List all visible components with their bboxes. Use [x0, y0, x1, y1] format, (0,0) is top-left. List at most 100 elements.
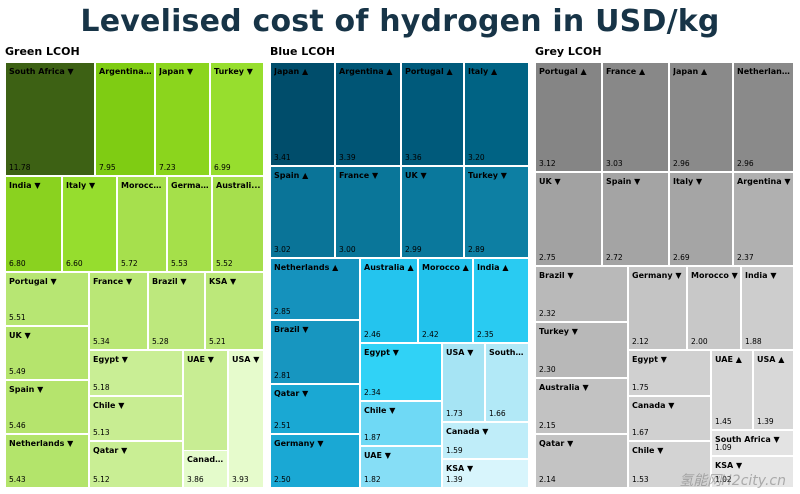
tile-label: KSA ▼ [209, 277, 237, 286]
tile-value: 5.34 [93, 337, 110, 346]
treemap-tile[interactable]: Chile ▼ 5.13 [89, 396, 183, 441]
treemap-tile[interactable]: UK ▼ 2.75 [535, 172, 602, 266]
treemap-blue: Japan ▲ 3.41 Argentina ▲ 3.39 Portugal ▲ 3.36… [270, 62, 529, 488]
tile-label: USA ▼ [232, 355, 260, 364]
tile-label: Argentina ▼ [737, 177, 791, 186]
treemap-tile[interactable]: Italy ▼ 2.69 [669, 172, 733, 266]
treemap-tile[interactable]: Italy ▼ 6.60 [62, 176, 117, 272]
treemap-tile[interactable]: Spain ▼ 2.72 [602, 172, 669, 266]
treemap-tile[interactable]: KSA ▼ 5.21 [205, 272, 264, 350]
treemap-tile[interactable]: Portugal ▲ 3.12 [535, 62, 602, 172]
treemap-tile[interactable]: Turkey ▼ 6.99 [210, 62, 264, 176]
treemap-tile[interactable]: South ... 1.66 [485, 343, 529, 422]
tile-label: Italy ▼ [673, 177, 703, 186]
tile-label: Turkey ▼ [214, 67, 253, 76]
treemap-tile[interactable]: Spain ▼ 5.46 [5, 380, 89, 434]
treemap-tile[interactable]: France ▲ 3.03 [602, 62, 669, 172]
tile-label: Canada ▼ [446, 427, 489, 436]
tile-value: 3.12 [539, 159, 556, 168]
tile-label: Turkey ▼ [539, 327, 578, 336]
treemap-tile[interactable]: Australia ▲ 2.46 [360, 258, 418, 343]
treemap-tile[interactable]: Italy ▲ 3.20 [464, 62, 529, 166]
tile-value: 5.12 [93, 475, 110, 484]
tile-value: 2.14 [539, 475, 556, 484]
treemap-tile[interactable]: Chile ▼ 1.53 [628, 441, 711, 488]
treemap-tile[interactable]: France ▼ 5.34 [89, 272, 148, 350]
treemap-tile[interactable]: German... 5.53 [167, 176, 212, 272]
treemap-tile[interactable]: Chile ▼ 1.87 [360, 401, 442, 446]
treemap-tile[interactable]: Qatar ▼ 2.14 [535, 434, 628, 488]
treemap-tile[interactable]: Portugal ▼ 5.51 [5, 272, 89, 326]
treemap-tile[interactable]: Brazil ▼ 2.81 [270, 320, 360, 384]
treemap-tile[interactable]: Canada ▼ 1.67 [628, 396, 711, 441]
treemap-tile[interactable]: USA ▲ 1.39 [753, 350, 794, 430]
treemap-tile[interactable]: KSA ▼ 1.39 [442, 459, 529, 488]
treemap-tile[interactable]: Canada ▼ 3.86 [183, 450, 228, 488]
treemap-tile[interactable]: Japan ▲ 2.96 [669, 62, 733, 172]
treemap-tile[interactable]: Argentina ▼ 2.37 [733, 172, 794, 266]
treemap-tile[interactable]: Germany ▼ 2.12 [628, 266, 687, 350]
treemap-tile[interactable]: Netherlands ▲ 2.85 [270, 258, 360, 320]
treemap-tile[interactable]: South Africa ▼ 1.09 [711, 430, 794, 456]
tile-label: Qatar ▼ [93, 446, 128, 455]
treemap-tile[interactable]: Egypt ▼ 5.18 [89, 350, 183, 396]
treemap-tile[interactable]: Morocco ▼ 2.00 [687, 266, 741, 350]
treemap-tile[interactable]: France ▼ 3.00 [335, 166, 401, 258]
tile-label: Brazil ▼ [152, 277, 187, 286]
treemap-tile[interactable]: USA ▼ 3.93 [228, 350, 264, 488]
treemap-tile[interactable]: Netherlands ▲ 2.96 [733, 62, 794, 172]
tile-value: 5.46 [9, 421, 26, 430]
treemap-tile[interactable]: Egypt ▼ 1.75 [628, 350, 711, 396]
treemap-tile[interactable]: Qatar ▼ 5.12 [89, 441, 183, 488]
treemap-tile[interactable]: UK ▼ 2.99 [401, 166, 464, 258]
treemap-tile[interactable]: Turkey ▼ 2.89 [464, 166, 529, 258]
treemap-tile[interactable]: Netherlands ▼ 5.43 [5, 434, 89, 488]
treemap-tile[interactable]: India ▼ 6.80 [5, 176, 62, 272]
treemap-tile[interactable]: Japan ▼ 7.23 [155, 62, 210, 176]
treemap-tile[interactable]: Australi... 5.52 [212, 176, 264, 272]
treemap-tile[interactable]: Brazil ▼ 2.32 [535, 266, 628, 322]
tile-value: 3.41 [274, 153, 291, 162]
treemap-tile[interactable]: Qatar ▼ 2.51 [270, 384, 360, 434]
tile-label: Morocco ▼ [691, 271, 738, 280]
treemap-tile[interactable]: Argentina ▲ 3.39 [335, 62, 401, 166]
tile-value: 5.18 [93, 383, 110, 392]
treemap-tile[interactable]: Morocco... 5.72 [117, 176, 167, 272]
tile-label: UAE ▼ [364, 451, 391, 460]
treemap-tile[interactable]: Turkey ▼ 2.30 [535, 322, 628, 378]
treemap-tile[interactable]: KSA ▼ 1.02 [711, 456, 794, 488]
treemap-tile[interactable]: India ▲ 2.35 [473, 258, 529, 343]
tile-value: 2.51 [274, 421, 291, 430]
treemap-tile[interactable]: Germany ▼ 2.50 [270, 434, 360, 488]
tile-label: Spain ▼ [9, 385, 44, 394]
treemap-tile[interactable]: South Africa ▼ 11.78 [5, 62, 95, 176]
treemap-tile[interactable]: UAE ▼ 1.82 [360, 446, 442, 488]
tile-value: 2.99 [405, 245, 422, 254]
treemap-tile[interactable]: UAE ▲ 1.45 [711, 350, 753, 430]
tile-value: 3.20 [468, 153, 485, 162]
tile-value: 1.53 [632, 475, 649, 484]
tile-value: 6.99 [214, 163, 231, 172]
treemap-tile[interactable]: Brazil ▼ 5.28 [148, 272, 205, 350]
treemap-tile[interactable]: Japan ▲ 3.41 [270, 62, 335, 166]
treemap-tile[interactable]: Argentina ▼ 7.95 [95, 62, 155, 176]
tile-value: 5.53 [171, 259, 188, 268]
treemap-tile[interactable]: Portugal ▲ 3.36 [401, 62, 464, 166]
treemap-tile[interactable]: Spain ▲ 3.02 [270, 166, 335, 258]
treemap-tile[interactable]: India ▼ 1.88 [741, 266, 794, 350]
treemap-tile[interactable]: Australia ▼ 2.15 [535, 378, 628, 434]
treemap-tile[interactable]: USA ▼ 1.73 [442, 343, 485, 422]
treemap-tile[interactable]: Canada ▼ 1.59 [442, 422, 529, 459]
tile-value: 2.12 [632, 337, 649, 346]
tile-label: Argentina ▼ [99, 67, 152, 76]
treemap-tile[interactable]: Morocco ▲ 2.42 [418, 258, 473, 343]
tile-value: 2.15 [539, 421, 556, 430]
tile-value: 2.96 [673, 159, 690, 168]
tile-value: 2.75 [539, 253, 556, 262]
tile-label: Egypt ▼ [93, 355, 128, 364]
treemap-tile[interactable]: Egypt ▼ 2.34 [360, 343, 442, 401]
treemap-tile[interactable]: UK ▼ 5.49 [5, 326, 89, 380]
tile-label: India ▲ [477, 263, 509, 272]
tile-label: Brazil ▼ [539, 271, 574, 280]
tile-label: France ▼ [93, 277, 133, 286]
